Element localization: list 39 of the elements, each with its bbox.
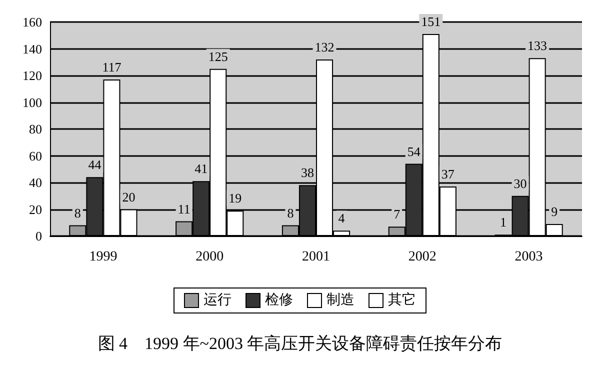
y-tick-label: 120 — [22, 68, 42, 83]
y-tick-label: 140 — [22, 41, 42, 56]
data-label: 133 — [528, 38, 548, 54]
data-label: 41 — [194, 161, 208, 176]
y-tick-label: 60 — [29, 148, 42, 164]
y-tick-label: 160 — [22, 14, 42, 30]
y-tick-label: 40 — [29, 175, 42, 190]
data-label: 4 — [338, 210, 346, 226]
data-label: 8 — [74, 205, 81, 220]
data-label: 44 — [88, 157, 102, 172]
data-label: 151 — [421, 14, 441, 30]
data-label: 20 — [122, 189, 136, 204]
legend-label: 检修 — [265, 292, 293, 308]
x-tick-label: 2000 — [196, 250, 224, 264]
data-label: 8 — [287, 205, 294, 220]
data-label: 30 — [514, 176, 527, 191]
legend-label: 运行 — [204, 292, 232, 308]
y-tick-label: 100 — [22, 94, 42, 110]
legend-label: 其它 — [388, 292, 416, 308]
x-tick-label: 2001 — [302, 250, 330, 264]
data-label: 19 — [228, 190, 242, 206]
y-tick-label: 20 — [29, 202, 42, 217]
x-tick-label: 1999 — [89, 250, 118, 264]
data-label: 37 — [441, 166, 455, 182]
data-label: 132 — [314, 39, 334, 54]
data-label: 9 — [551, 204, 558, 219]
data-label: 38 — [300, 165, 314, 180]
x-tick-label: 2003 — [514, 250, 543, 264]
y-tick-label: 80 — [29, 122, 42, 136]
data-label: 11 — [178, 201, 190, 216]
x-tick-label: 2002 — [408, 250, 436, 264]
data-label: 54 — [407, 144, 421, 159]
data-label: 7 — [394, 206, 401, 222]
text: 图 4 1999 年~2003 年高压开关设备障碍责任按年分布 — [98, 334, 502, 353]
data-label: 125 — [208, 48, 228, 64]
data-label: 117 — [102, 60, 122, 75]
y-tick-label: 0 — [36, 228, 42, 244]
data-label: 1 — [500, 214, 507, 230]
legend-label: 制造 — [326, 292, 354, 308]
